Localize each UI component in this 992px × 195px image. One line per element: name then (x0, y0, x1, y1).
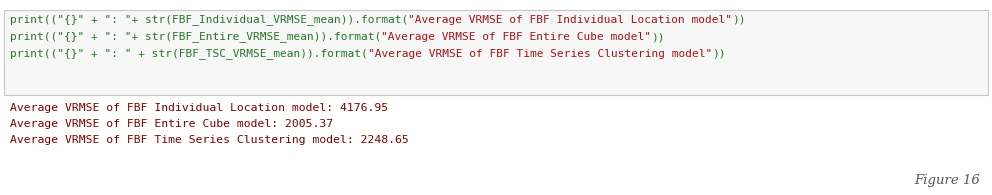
Text: "Average VRMSE of FBF Time Series Clustering model": "Average VRMSE of FBF Time Series Cluste… (368, 49, 712, 59)
Text: )): )) (712, 49, 725, 59)
Text: "Average VRMSE of FBF Entire Cube model": "Average VRMSE of FBF Entire Cube model" (381, 32, 652, 42)
Text: )): )) (732, 15, 746, 25)
Text: print(("{}" + ": " + str(FBF_TSC_VRMSE_mean)).format(: print(("{}" + ": " + str(FBF_TSC_VRMSE_m… (10, 49, 368, 59)
Text: Figure 16: Figure 16 (915, 174, 980, 187)
FancyBboxPatch shape (4, 10, 988, 95)
Text: Average VRMSE of FBF Individual Location model: 4176.95: Average VRMSE of FBF Individual Location… (10, 103, 388, 113)
Text: print(("{}" + ": "+ str(FBF_Individual_VRMSE_mean)).format(: print(("{}" + ": "+ str(FBF_Individual_V… (10, 15, 409, 26)
Text: "Average VRMSE of FBF Individual Location model": "Average VRMSE of FBF Individual Locatio… (409, 15, 732, 25)
Text: Average VRMSE of FBF Time Series Clustering model: 2248.65: Average VRMSE of FBF Time Series Cluster… (10, 135, 409, 145)
Text: print(("{}" + ": "+ str(FBF_Entire_VRMSE_mean)).format(: print(("{}" + ": "+ str(FBF_Entire_VRMSE… (10, 32, 381, 43)
Text: )): )) (652, 32, 665, 42)
Text: Average VRMSE of FBF Entire Cube model: 2005.37: Average VRMSE of FBF Entire Cube model: … (10, 119, 333, 129)
